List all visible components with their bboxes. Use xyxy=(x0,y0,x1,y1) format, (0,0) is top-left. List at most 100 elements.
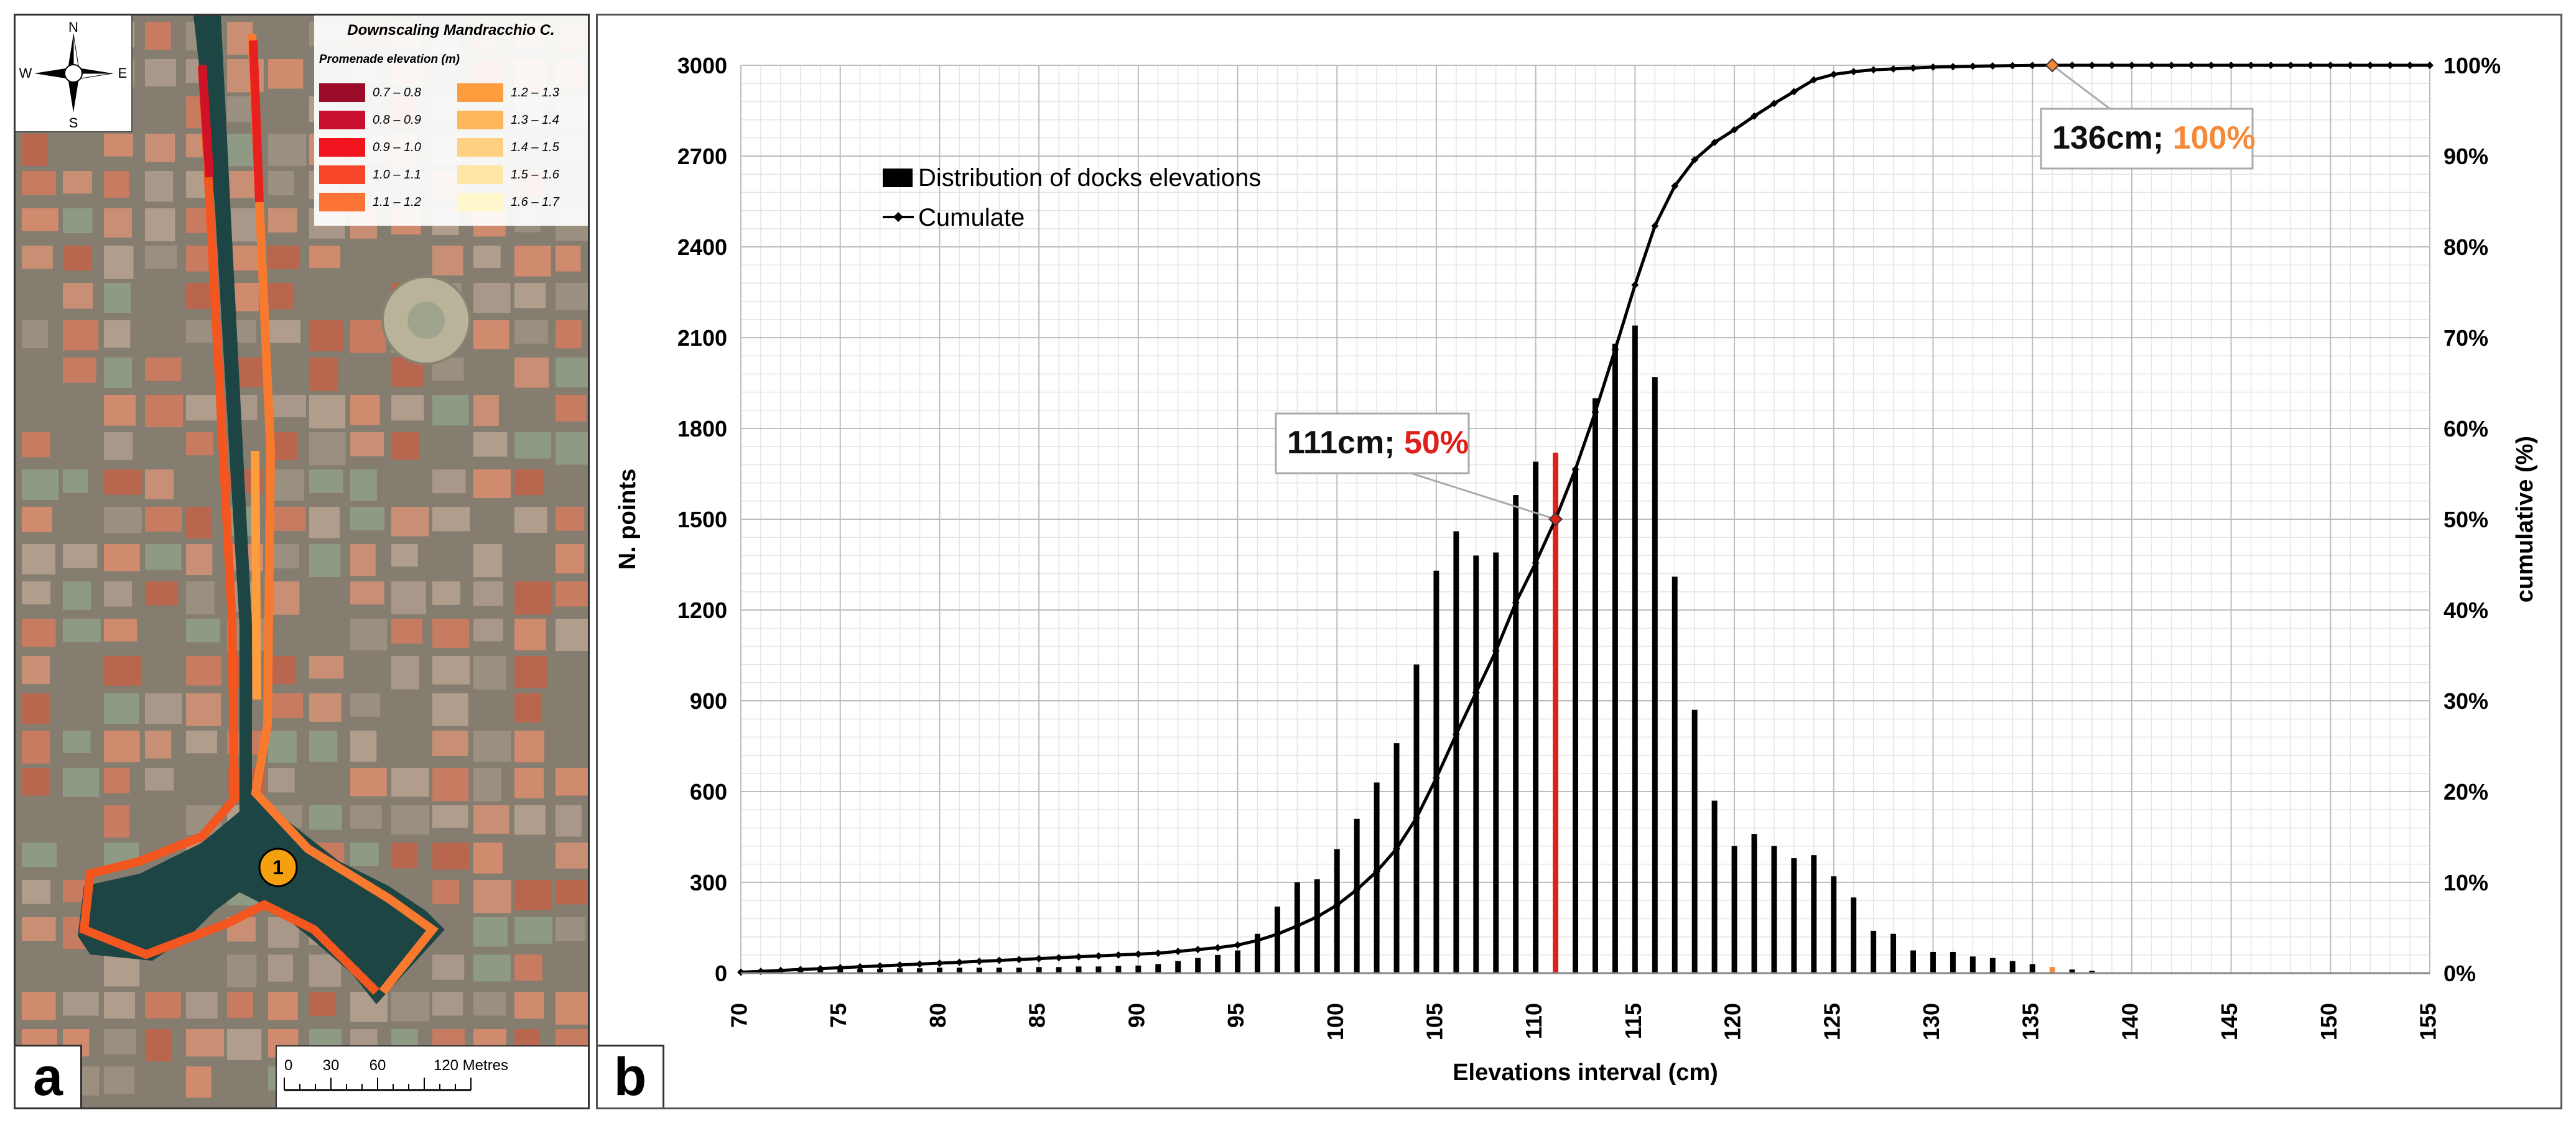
cumulative-point xyxy=(1055,954,1063,962)
building-roof xyxy=(309,731,338,762)
legend-swatch xyxy=(457,193,503,211)
building-roof xyxy=(63,992,99,1016)
building-roof xyxy=(145,171,174,202)
building-roof xyxy=(22,731,50,764)
building-roof xyxy=(514,693,542,723)
legend-line-marker xyxy=(893,212,903,222)
building-roof xyxy=(22,581,51,604)
annotation-box xyxy=(1275,412,1470,474)
building-roof xyxy=(22,171,56,196)
building-roof xyxy=(391,992,430,1022)
building-roof xyxy=(514,432,552,459)
building-roof xyxy=(104,469,142,495)
annotation-leader xyxy=(1410,472,1556,520)
cumulative-point xyxy=(1492,647,1500,655)
building-roof xyxy=(104,134,133,157)
x-tick-label: 80 xyxy=(925,1003,951,1028)
building-roof xyxy=(309,544,341,577)
building-roof xyxy=(63,358,96,383)
building-roof xyxy=(63,208,93,234)
building-roof xyxy=(22,656,50,685)
building-roof xyxy=(145,581,179,606)
building-roof xyxy=(227,954,257,987)
building-roof xyxy=(145,1029,172,1061)
cumulative-point xyxy=(2227,62,2235,69)
annotation-separator: ; xyxy=(1384,425,1404,461)
cumulative-point xyxy=(1035,954,1043,963)
building-roof xyxy=(268,59,304,89)
cumulative-point xyxy=(836,964,844,972)
cumulative-point xyxy=(1611,345,1619,353)
building-roof xyxy=(145,395,184,428)
building-roof xyxy=(556,880,588,905)
histogram-bar xyxy=(1473,555,1479,973)
building-roof xyxy=(104,1066,135,1094)
building-roof xyxy=(227,1029,262,1061)
cumulative-point xyxy=(1094,952,1102,960)
legend-label: 1.6 – 1.7 xyxy=(511,195,559,209)
chart-legend: Distribution of docks elevations Cumulate xyxy=(883,164,1261,231)
histogram-bar xyxy=(1791,858,1797,973)
cumulative-point xyxy=(1571,465,1579,473)
scale-label-30: 30 xyxy=(323,1057,340,1074)
y2-tick-label: 10% xyxy=(2443,870,2488,895)
building-roof xyxy=(145,469,174,499)
building-roof xyxy=(556,544,585,574)
building-roof xyxy=(268,992,298,1020)
building-roof xyxy=(514,992,544,1019)
x-tick-label: 70 xyxy=(727,1003,752,1028)
y-tick-label: 1800 xyxy=(677,416,727,441)
building-roof xyxy=(309,693,342,722)
histogram-bar xyxy=(2069,969,2075,973)
building-roof xyxy=(556,246,581,272)
histogram-bar xyxy=(877,969,883,973)
histogram-bar xyxy=(916,968,923,973)
building-roof xyxy=(268,171,294,195)
histogram-bar xyxy=(1553,452,1559,973)
legend-label: 1.3 – 1.4 xyxy=(511,113,559,127)
building-roof xyxy=(350,843,379,866)
cumulative-point xyxy=(2386,62,2394,69)
building-roof xyxy=(432,507,470,532)
histogram-bar xyxy=(1036,967,1042,973)
histogram-bar xyxy=(1612,343,1618,973)
building-roof xyxy=(514,581,552,615)
building-roof xyxy=(309,320,344,351)
cumulative-point xyxy=(1413,814,1420,822)
histogram-bar xyxy=(1989,958,1996,973)
building-roof xyxy=(309,395,346,428)
map-legend: Downscaling Mandracchio C. Promenade ele… xyxy=(314,16,588,226)
building-roof xyxy=(350,731,377,762)
tick-labels: 70 75 80 85 90 95 100 105 110 115 120 125 130 135 140 1… xyxy=(677,53,2501,1040)
building-roof xyxy=(391,619,423,644)
histogram-bar xyxy=(1254,933,1260,973)
cumulative-point xyxy=(2009,62,2017,70)
legend-item: 1.1 – 1.2 xyxy=(319,192,421,212)
building-roof xyxy=(432,619,470,648)
legend-title: Promenade elevation (m) xyxy=(319,53,460,66)
y-tick-label: 3000 xyxy=(677,53,727,78)
histogram-bar xyxy=(897,968,903,973)
building-roof xyxy=(104,768,130,793)
annotation-label: 111cm; 50% xyxy=(1287,425,1469,461)
building-roof xyxy=(22,768,50,796)
legend-label: 1.0 – 1.1 xyxy=(373,167,421,182)
cumulative-point xyxy=(1810,76,1818,84)
building-roof xyxy=(268,320,301,343)
building-roof xyxy=(432,880,460,905)
histogram-bar xyxy=(1573,468,1579,973)
y-tick-label: 900 xyxy=(690,688,727,714)
building-roof xyxy=(186,619,221,643)
histogram-bar xyxy=(1354,818,1360,973)
cumulative-point xyxy=(1989,62,1997,70)
building-roof xyxy=(63,171,92,194)
building-roof xyxy=(556,320,582,349)
cumulative-point xyxy=(1671,182,1679,190)
building-roof xyxy=(391,768,429,797)
cumulative-point xyxy=(1849,68,1858,76)
histogram-chart: 70 75 80 85 90 95 100 105 110 115 120 125 130 135 140 1… xyxy=(615,53,2538,1086)
x-tick-label: 145 xyxy=(2216,1003,2242,1040)
building-roof xyxy=(350,581,384,605)
histogram-bar xyxy=(857,969,863,973)
legend-label: 1.4 – 1.5 xyxy=(511,140,559,154)
